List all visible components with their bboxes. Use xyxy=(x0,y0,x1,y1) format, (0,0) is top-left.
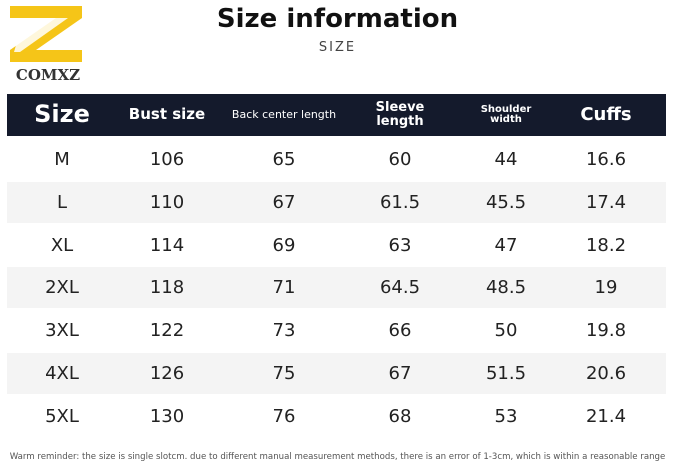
logo-mark xyxy=(10,6,82,62)
table-cell: 106 xyxy=(149,149,185,170)
table-cell: 73 xyxy=(272,320,296,342)
table-cell: 50 xyxy=(494,320,518,342)
table-cell: 53 xyxy=(494,405,518,427)
title: Size information xyxy=(216,4,459,34)
table-cell: 19 xyxy=(594,277,618,299)
table-cell: 5XL xyxy=(45,405,79,427)
table-cell: 21.4 xyxy=(585,405,627,427)
table-cell: 68 xyxy=(388,405,412,427)
table-cell: 2XL xyxy=(45,277,79,299)
table-row: 2XL 118 71 64.5 48.5 19 xyxy=(7,267,666,309)
column-header: Sleeve length xyxy=(375,100,425,129)
table-row: XL 114 69 63 47 18.2 xyxy=(7,225,666,266)
table-cell: 76 xyxy=(272,405,296,427)
table-cell: 65 xyxy=(272,149,296,170)
table-row: M 106 65 60 44 16.6 xyxy=(7,139,666,180)
table-row: 4XL 126 75 67 51.5 20.6 xyxy=(7,353,666,394)
table-cell: 45.5 xyxy=(485,191,527,213)
column-header: Cuffs xyxy=(580,103,632,125)
table-cell: 130 xyxy=(149,405,185,427)
table-cell: 110 xyxy=(149,191,185,213)
column-header: Size xyxy=(34,100,90,129)
table-cell: 17.4 xyxy=(585,191,627,213)
column-header: Bust size xyxy=(128,105,206,124)
table-cell: 47 xyxy=(494,234,518,256)
table-row: 5XL 130 76 68 53 21.4 xyxy=(7,396,666,437)
table-cell: 126 xyxy=(149,363,185,384)
table-cell: 48.5 xyxy=(485,277,527,299)
table-cell: 60 xyxy=(388,149,412,170)
table-cell: 18.2 xyxy=(585,234,627,256)
table-cell: L xyxy=(56,191,68,213)
table-cell: 20.6 xyxy=(585,363,627,384)
table-cell: 66 xyxy=(388,320,412,342)
table-cell: 3XL xyxy=(45,320,79,342)
table-cell: 67 xyxy=(388,363,412,384)
table-cell: XL xyxy=(50,234,74,256)
table-cell: 44 xyxy=(494,149,518,170)
table-cell: 4XL xyxy=(45,363,79,384)
table-row: L 110 67 61.5 45.5 17.4 xyxy=(7,181,666,223)
table-cell: 71 xyxy=(272,277,296,299)
logo-text: COMXZ xyxy=(15,66,81,84)
column-header: Shoulder width xyxy=(480,103,532,125)
table-header: Size Bust size Back center length Sleeve le… xyxy=(7,94,666,136)
table-cell: 51.5 xyxy=(485,363,527,384)
table-cell: 67 xyxy=(272,191,296,213)
table-cell: 19.8 xyxy=(585,320,627,342)
column-header: Back center length xyxy=(231,108,337,122)
table-cell: 69 xyxy=(272,234,296,256)
table-cell: 118 xyxy=(149,277,185,299)
subtitle: SIZE xyxy=(318,40,357,55)
table-cell: M xyxy=(54,149,70,170)
table-row: 3XL 122 73 66 50 19.8 xyxy=(7,310,666,351)
table-cell: 75 xyxy=(272,363,296,384)
table-cell: 63 xyxy=(388,234,412,256)
table-cell: 64.5 xyxy=(379,277,421,299)
table-cell: 122 xyxy=(149,320,185,342)
table-cell: 61.5 xyxy=(379,191,421,213)
table-cell: 114 xyxy=(149,234,185,256)
table-cell: 16.6 xyxy=(585,149,627,170)
footer-note: Warm reminder: the size is single slotcm… xyxy=(9,452,666,462)
